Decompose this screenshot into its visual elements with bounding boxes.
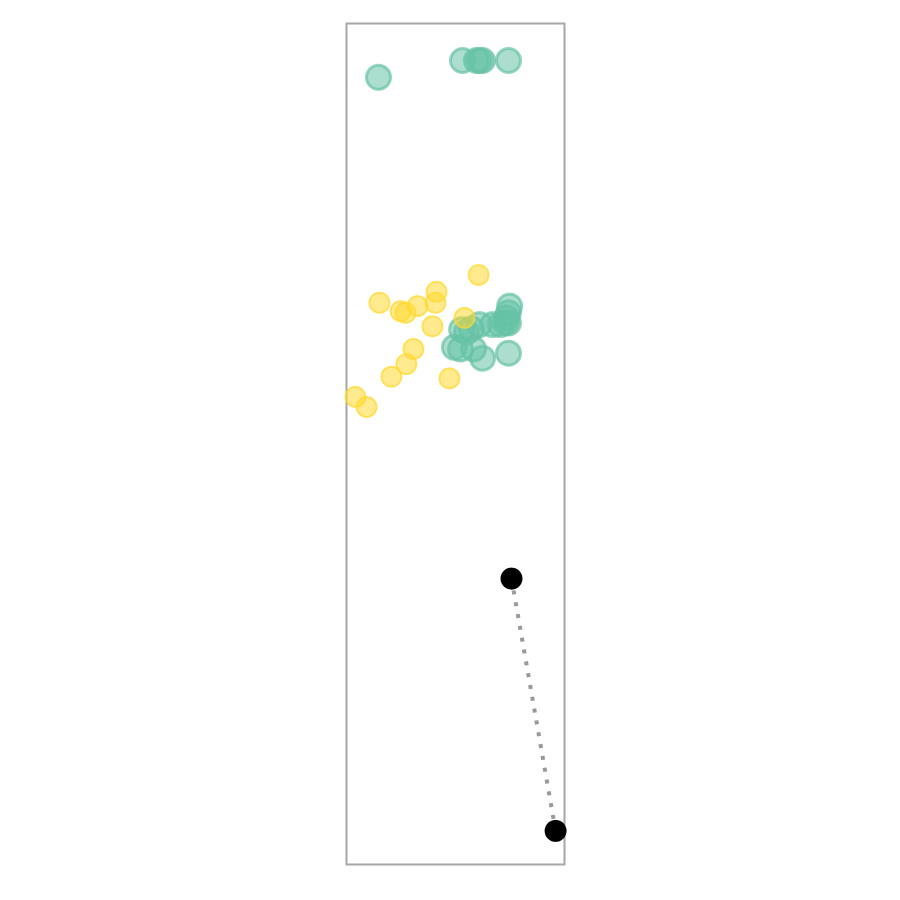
point-green-20 (495, 339, 522, 367)
point-yellow-10 (395, 353, 418, 376)
connector-layer (500, 567, 567, 842)
point-yellow-11 (380, 365, 403, 388)
point-yellow-8 (421, 315, 444, 338)
point-yellow-7 (453, 306, 476, 329)
point-yellow-3 (368, 291, 391, 314)
connector-start-point (500, 567, 523, 590)
connector-end-point (544, 819, 567, 842)
point-green-21 (469, 344, 496, 372)
point-yellow-6 (394, 301, 417, 324)
point-green-5 (495, 47, 522, 74)
point-yellow-12 (438, 367, 461, 390)
point-green-4 (469, 47, 496, 74)
point-yellow-2 (424, 291, 447, 314)
series-yellow (344, 264, 490, 418)
point-yellow-14 (355, 396, 378, 418)
point-yellow-0 (467, 264, 490, 286)
series-green (365, 47, 524, 372)
plot-frame (345, 22, 566, 866)
point-green-0 (365, 63, 392, 91)
series-layer (344, 47, 524, 418)
